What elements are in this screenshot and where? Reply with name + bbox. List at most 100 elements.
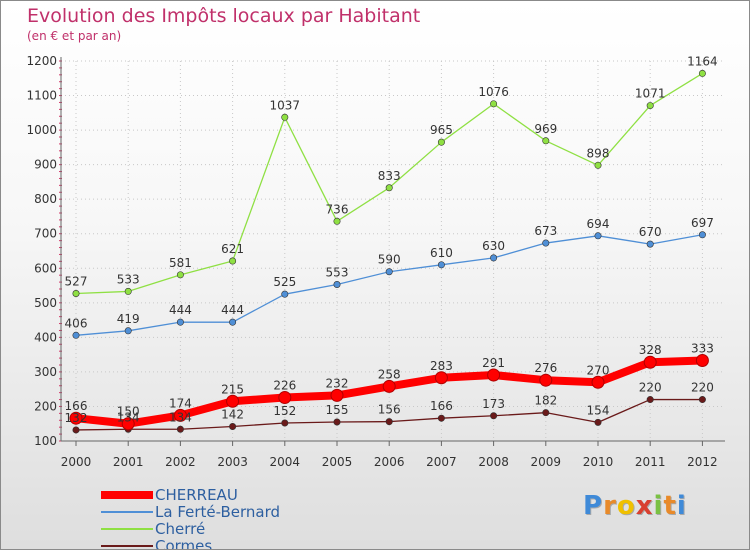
data-point: [69, 411, 83, 425]
logo-letter: x: [635, 491, 654, 521]
data-point: [594, 232, 602, 240]
data-point: [594, 418, 602, 426]
data-point: [176, 271, 184, 279]
data-label: 154: [587, 403, 610, 417]
data-label: 694: [587, 217, 610, 231]
logo-letter: o: [616, 491, 636, 521]
data-label: 134: [117, 410, 140, 424]
legend-swatch: [101, 490, 153, 499]
data-label: 833: [378, 169, 401, 183]
data-label: 174: [169, 396, 192, 410]
data-point: [229, 422, 237, 430]
x-tick-label: 2011: [635, 455, 666, 469]
data-label: 134: [169, 410, 192, 424]
data-label: 333: [691, 342, 714, 356]
chart-title: Evolution des Impôts locaux par Habitant: [27, 5, 421, 27]
x-tick-label: 2009: [531, 455, 562, 469]
data-point: [698, 69, 706, 77]
data-label: 969: [534, 122, 557, 136]
data-label: 581: [169, 256, 192, 270]
legend-swatch: [101, 544, 153, 547]
legend-label: CHERREAU: [155, 485, 238, 504]
data-point: [385, 268, 393, 276]
data-label: 132: [65, 411, 88, 425]
data-label: 270: [587, 363, 610, 377]
data-point: [490, 254, 498, 262]
y-tick-label: 800: [34, 192, 57, 206]
data-point: [382, 379, 396, 393]
data-label: 1076: [478, 85, 509, 99]
y-tick-label: 500: [34, 296, 57, 310]
data-point: [698, 231, 706, 239]
data-label: 553: [326, 266, 349, 280]
data-point: [542, 409, 550, 417]
data-label: 610: [430, 246, 453, 260]
legend-label: La Ferté-Bernard: [155, 502, 281, 521]
y-tick-label: 100: [34, 434, 57, 448]
data-label: 444: [221, 303, 244, 317]
data-label: 525: [273, 275, 296, 289]
data-label: 697: [691, 216, 714, 230]
x-tick-label: 2003: [217, 455, 248, 469]
data-point: [281, 290, 289, 298]
data-label: 182: [534, 394, 557, 408]
data-label: 444: [169, 303, 192, 317]
data-point: [281, 419, 289, 427]
data-label: 630: [482, 239, 505, 253]
data-label: 142: [221, 407, 244, 421]
data-point: [173, 408, 187, 422]
data-label: 258: [378, 367, 401, 381]
data-point: [176, 318, 184, 326]
x-tick-label: 2002: [165, 455, 196, 469]
legend-item: Cherré: [101, 519, 280, 538]
data-label: 150: [117, 405, 140, 419]
data-point: [490, 412, 498, 420]
data-point: [487, 368, 501, 382]
data-point: [437, 414, 445, 422]
data-point: [330, 388, 344, 402]
data-label: 220: [691, 381, 714, 395]
data-point: [229, 318, 237, 326]
y-tick-label: 400: [34, 330, 57, 344]
x-tick-label: 2005: [322, 455, 353, 469]
data-label: 736: [326, 202, 349, 216]
data-point: [333, 281, 341, 289]
data-point: [698, 396, 706, 404]
data-label: 670: [639, 225, 662, 239]
data-point: [281, 113, 289, 121]
data-point: [591, 375, 605, 389]
x-tick-label: 2007: [426, 455, 457, 469]
data-label: 276: [534, 361, 557, 375]
logo-letter: r: [603, 491, 617, 521]
data-point: [72, 331, 80, 339]
data-label: 232: [326, 376, 349, 390]
legend-label: Cherré: [155, 519, 206, 538]
legend-item: CHERREAU: [101, 485, 280, 504]
data-label: 621: [221, 242, 244, 256]
x-tick-label: 2010: [583, 455, 614, 469]
x-tick-label: 2006: [374, 455, 405, 469]
proxiti-logo: Proxiti: [583, 491, 687, 521]
data-label: 1164: [687, 54, 718, 68]
x-tick-label: 2008: [478, 455, 509, 469]
chart-subtitle: (en € et par an): [27, 29, 122, 43]
data-label: 673: [534, 224, 557, 238]
data-point: [333, 217, 341, 225]
legend-swatch: [101, 527, 153, 530]
data-point: [226, 394, 240, 408]
data-point: [539, 373, 553, 387]
y-tick-label: 900: [34, 158, 57, 172]
data-label: 1071: [635, 87, 666, 101]
data-point: [385, 418, 393, 426]
data-label: 965: [430, 123, 453, 137]
data-label: 283: [430, 359, 453, 373]
y-tick-label: 700: [34, 227, 57, 241]
x-tick-label: 2012: [687, 455, 718, 469]
data-point: [72, 426, 80, 434]
data-point: [437, 138, 445, 146]
data-point: [72, 289, 80, 297]
data-label: 419: [117, 312, 140, 326]
data-label: 152: [273, 404, 296, 418]
